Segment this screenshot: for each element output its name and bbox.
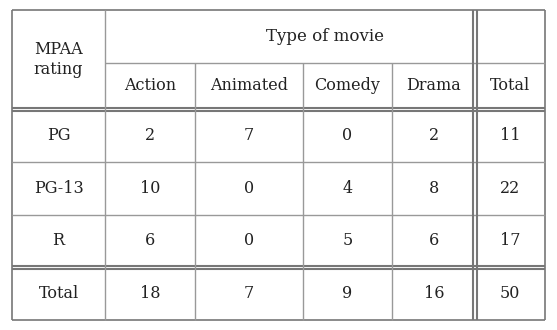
Text: Action: Action [124,78,176,94]
Text: 7: 7 [243,285,254,302]
Text: 5: 5 [343,232,353,249]
Text: 6: 6 [145,232,155,249]
Text: Type of movie: Type of movie [266,28,384,45]
Text: PG-13: PG-13 [33,180,84,197]
Text: 0: 0 [343,127,353,144]
Text: 11: 11 [500,127,520,144]
Text: 6: 6 [429,232,439,249]
Text: Total: Total [38,285,79,302]
Text: 18: 18 [140,285,160,302]
Text: Animated: Animated [210,78,288,94]
Text: 17: 17 [500,232,520,249]
Text: 7: 7 [243,127,254,144]
Text: Comedy: Comedy [315,78,380,94]
Text: 16: 16 [424,285,444,302]
Text: Drama: Drama [407,78,461,94]
Text: 50: 50 [500,285,520,302]
Text: 0: 0 [244,232,254,249]
Text: 2: 2 [429,127,439,144]
Text: 0: 0 [244,180,254,197]
Text: 9: 9 [343,285,353,302]
Text: PG: PG [47,127,70,144]
Text: 8: 8 [429,180,439,197]
Text: R: R [52,232,65,249]
Text: 10: 10 [140,180,160,197]
Text: 4: 4 [343,180,353,197]
Text: 22: 22 [500,180,520,197]
Text: MPAA
rating: MPAA rating [34,41,84,78]
Text: Total: Total [490,78,530,94]
Text: 2: 2 [145,127,155,144]
